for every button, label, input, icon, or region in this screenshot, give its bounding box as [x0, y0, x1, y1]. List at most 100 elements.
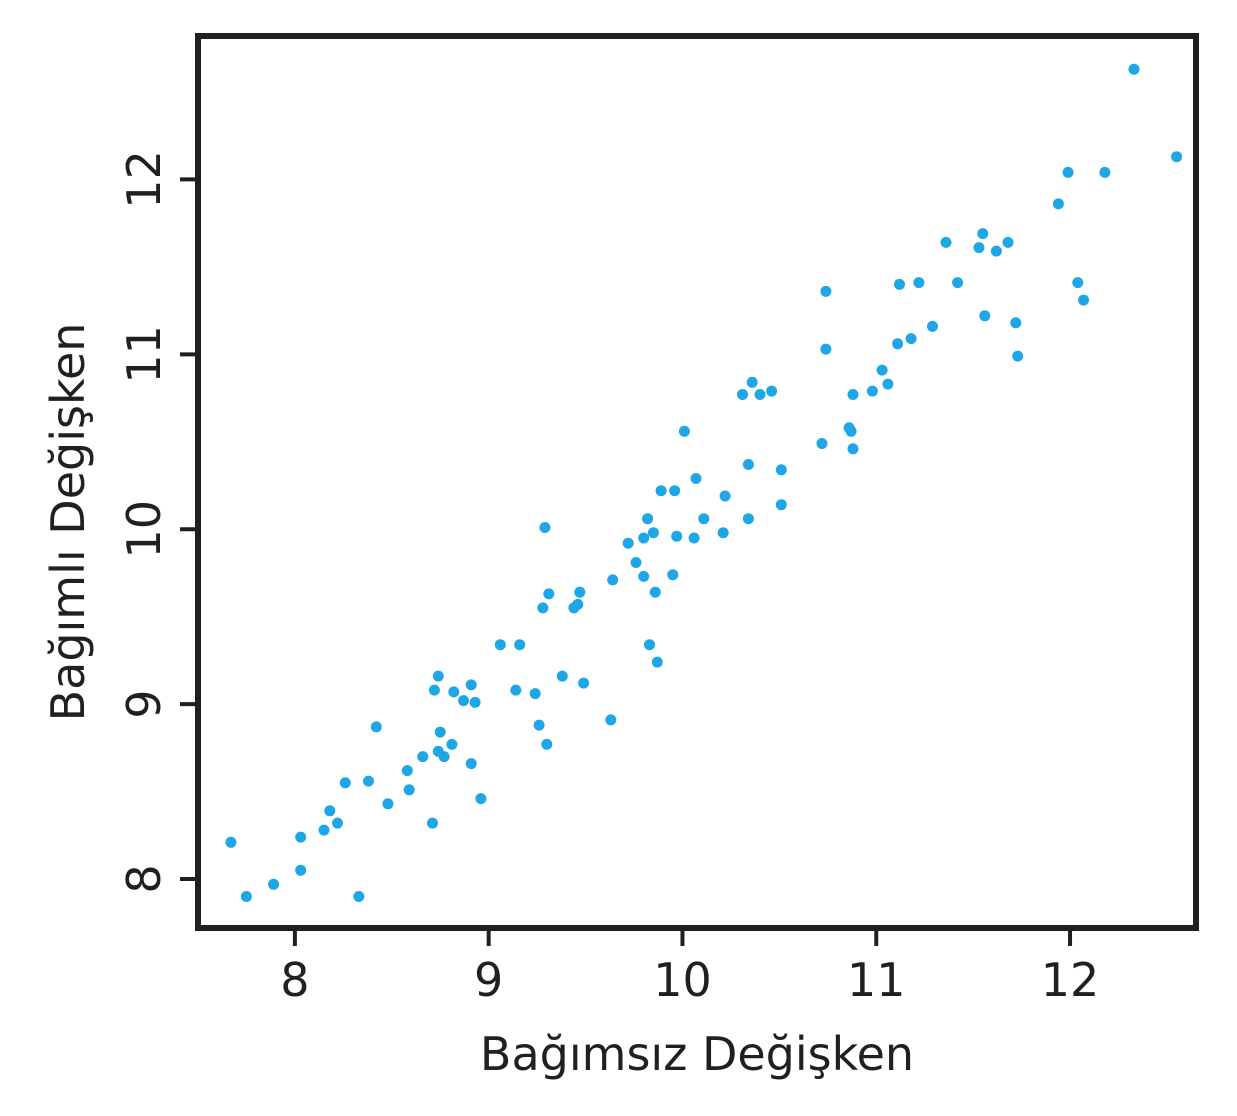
- data-point: [642, 513, 654, 525]
- data-point: [295, 831, 307, 843]
- data-point: [469, 696, 481, 708]
- data-point: [475, 793, 487, 805]
- data-point: [458, 695, 469, 707]
- data-point: [574, 586, 586, 598]
- x-tick-label: 11: [847, 953, 906, 1007]
- data-point: [698, 513, 710, 525]
- data-point: [766, 385, 778, 397]
- data-point: [651, 656, 663, 668]
- data-point: [717, 527, 729, 539]
- data-point: [719, 490, 731, 502]
- data-point: [952, 277, 964, 289]
- data-point: [820, 343, 832, 355]
- data-point: [427, 817, 438, 829]
- data-point: [622, 537, 634, 549]
- data-point: [403, 784, 415, 796]
- data-point: [1062, 166, 1074, 178]
- data-point: [644, 639, 655, 651]
- data-point: [1128, 63, 1140, 75]
- x-tick-label: 10: [653, 953, 712, 1007]
- y-tick-label: 8: [117, 864, 171, 893]
- data-point: [533, 719, 545, 731]
- data-point: [539, 522, 551, 533]
- data-point: [671, 530, 683, 542]
- data-point: [370, 721, 382, 733]
- data-point: [775, 499, 787, 511]
- data-point: [607, 574, 619, 586]
- data-point: [240, 891, 252, 902]
- data-point: [332, 817, 343, 829]
- data-point: [820, 285, 832, 297]
- data-point: [353, 891, 365, 902]
- data-point: [446, 738, 458, 750]
- y-ticks: 8 9 10 11 12: [117, 150, 198, 894]
- data-point: [494, 639, 506, 651]
- data-point: [448, 686, 460, 698]
- data-point: [876, 364, 888, 376]
- data-point: [1010, 317, 1022, 329]
- data-point: [847, 443, 859, 455]
- x-tick-label: 8: [280, 953, 309, 1007]
- data-point: [667, 569, 679, 581]
- data-point: [438, 751, 450, 763]
- data-point: [324, 805, 336, 817]
- data-point: [1072, 277, 1084, 289]
- data-point: [669, 485, 681, 497]
- data-point: [572, 598, 584, 610]
- data-point: [847, 389, 859, 400]
- data-point: [465, 758, 477, 770]
- data-point: [927, 320, 938, 332]
- data-point: [845, 425, 857, 437]
- plot-frame: [195, 33, 1199, 931]
- points-layer: [225, 63, 1183, 902]
- data-point: [1052, 198, 1064, 210]
- y-tick-label: 9: [117, 689, 171, 718]
- data-point: [541, 738, 553, 750]
- data-point: [894, 278, 905, 290]
- data-point: [630, 557, 642, 568]
- data-point: [638, 532, 650, 544]
- data-point: [268, 878, 280, 890]
- data-point: [382, 798, 394, 810]
- data-point: [514, 639, 526, 651]
- data-point: [990, 245, 1002, 257]
- data-point: [737, 389, 748, 400]
- y-tick-label: 10: [117, 500, 171, 559]
- data-point: [225, 836, 237, 848]
- data-point: [318, 824, 330, 836]
- data-point: [537, 602, 549, 614]
- data-point: [973, 242, 985, 254]
- data-point: [913, 277, 925, 289]
- data-point: [638, 570, 650, 582]
- data-point: [977, 228, 989, 240]
- data-point: [1099, 166, 1111, 178]
- data-point: [556, 670, 568, 682]
- y-tick-label: 12: [117, 150, 171, 209]
- data-point: [905, 333, 917, 345]
- data-point: [979, 310, 991, 322]
- x-axis-label: Bağımsız Değişken: [480, 1027, 914, 1081]
- data-point: [742, 513, 754, 525]
- data-point: [649, 586, 661, 598]
- data-point: [543, 588, 555, 600]
- x-tick-label: 12: [1041, 953, 1100, 1007]
- data-point: [655, 485, 667, 497]
- data-point: [1078, 294, 1090, 306]
- x-ticks: 8 9 10 11 12: [280, 928, 1099, 1007]
- data-point: [578, 677, 590, 689]
- data-point: [417, 751, 429, 763]
- data-point: [678, 425, 690, 437]
- data-point: [1171, 151, 1183, 163]
- data-point: [465, 679, 477, 691]
- data-point: [432, 670, 444, 682]
- data-point: [363, 775, 374, 787]
- data-point: [1012, 350, 1024, 362]
- data-point: [529, 688, 541, 700]
- data-point: [339, 777, 351, 789]
- data-point: [690, 473, 702, 484]
- data-point: [816, 438, 828, 449]
- data-point: [892, 338, 904, 350]
- data-point: [428, 684, 440, 696]
- data-point: [882, 378, 894, 390]
- data-point: [746, 376, 758, 388]
